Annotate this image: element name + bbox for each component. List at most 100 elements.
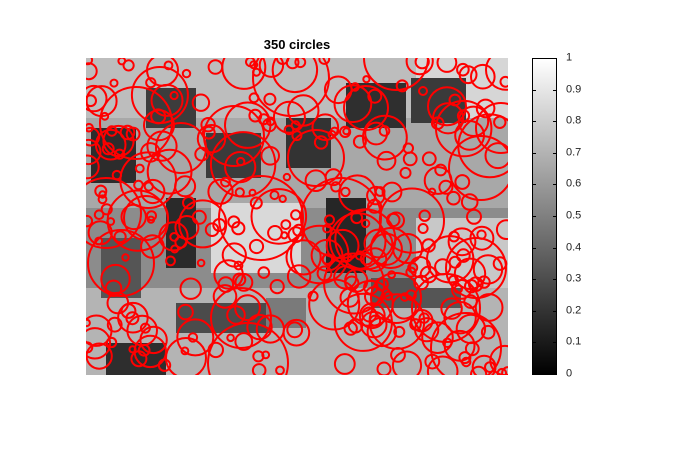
detected-circle — [376, 150, 397, 171]
detected-circle — [260, 146, 280, 166]
detected-circle — [426, 355, 459, 375]
detected-circle — [436, 58, 458, 73]
detected-circle — [421, 151, 437, 167]
detected-circle — [271, 58, 319, 94]
detected-circle — [275, 365, 285, 375]
detected-circle — [413, 274, 430, 291]
detected-circle — [460, 193, 479, 211]
detected-circle — [100, 263, 131, 295]
detected-circle — [378, 187, 445, 254]
detected-circle — [407, 262, 419, 274]
detected-circle — [318, 58, 331, 65]
detected-circle — [263, 92, 277, 106]
detected-circle — [376, 361, 392, 375]
detected-circle — [501, 366, 508, 375]
detected-circle — [324, 214, 335, 226]
detected-circle — [470, 365, 488, 375]
detected-circle — [454, 174, 471, 190]
detected-circle — [165, 337, 207, 375]
detected-circle — [234, 332, 254, 351]
detected-circle — [327, 130, 337, 139]
detected-circle — [209, 131, 277, 198]
detected-circle — [475, 102, 508, 154]
detected-circle — [448, 93, 462, 107]
detected-circle — [139, 322, 151, 334]
detected-circle — [466, 208, 482, 225]
detected-circle — [278, 194, 287, 204]
detected-circle — [393, 325, 406, 338]
detected-circle — [470, 63, 496, 90]
detected-circle — [212, 284, 238, 309]
detected-circle — [469, 225, 495, 251]
colorbar-tick-label: 0.3 — [566, 272, 582, 285]
detected-circle — [179, 277, 202, 300]
detected-circle — [258, 58, 285, 78]
detected-circle — [325, 228, 360, 263]
detected-circle — [387, 270, 397, 280]
detected-circle — [423, 166, 453, 195]
colorbar-tick-mark — [553, 121, 557, 122]
detected-circle — [446, 190, 461, 206]
detected-circle — [248, 108, 263, 123]
detected-circle — [290, 224, 350, 285]
detected-circle — [456, 248, 471, 263]
detected-circle — [86, 327, 112, 360]
detected-circle — [245, 58, 256, 68]
detected-circle — [246, 313, 273, 341]
detected-circle — [86, 126, 101, 147]
detected-circle — [366, 316, 397, 348]
detected-circle — [145, 77, 157, 89]
colorbar-tick-mark — [553, 153, 557, 154]
detected-circle — [405, 58, 434, 76]
detected-circle — [146, 58, 179, 87]
colorbar-tick-label: 0.1 — [566, 335, 582, 348]
detected-circle — [201, 125, 216, 140]
colorbar-tick-label: 0.7 — [566, 146, 582, 159]
colorbar-tick-mark — [532, 248, 536, 249]
detected-circle — [307, 290, 319, 302]
detected-circle — [364, 286, 385, 307]
detected-circle — [421, 238, 436, 253]
detected-circle — [354, 250, 365, 261]
detected-circle — [210, 287, 272, 349]
detected-circle — [447, 227, 477, 257]
detected-circle — [456, 62, 470, 77]
detected-circle — [120, 203, 147, 231]
detected-circle — [106, 217, 116, 226]
colorbar-tick-mark — [553, 248, 557, 249]
detected-circle — [248, 238, 265, 255]
detected-circle — [220, 176, 231, 188]
detected-circle — [122, 59, 135, 72]
colorbar-tick-label: 0.8 — [566, 114, 582, 127]
detected-circle — [358, 302, 386, 330]
detected-circle — [484, 142, 508, 170]
detected-circle — [191, 209, 207, 225]
detected-circle — [180, 346, 190, 356]
detected-circle — [174, 215, 200, 240]
detected-circle — [493, 115, 507, 130]
image-axes — [86, 58, 508, 375]
detected-circle — [294, 58, 307, 69]
detected-circle — [196, 124, 227, 154]
detected-circles-overlay — [86, 58, 508, 375]
detected-circle — [113, 148, 126, 160]
detected-circle — [344, 275, 360, 291]
detected-circle — [350, 211, 364, 225]
detected-circle — [140, 234, 165, 259]
detected-circle — [249, 196, 263, 210]
detected-circle — [418, 86, 428, 96]
detected-circle — [370, 272, 422, 324]
detected-circle — [119, 124, 136, 141]
detected-circle — [227, 215, 241, 229]
detected-circle — [475, 98, 496, 119]
detected-circle — [261, 350, 271, 360]
colorbar-tick-mark — [532, 121, 536, 122]
detected-circle — [395, 79, 409, 93]
detected-circle — [340, 186, 351, 198]
detected-circle — [477, 275, 491, 289]
colorbar — [532, 58, 557, 375]
grayscale-office-image — [86, 58, 508, 375]
detected-circle — [367, 88, 383, 104]
detected-circle — [454, 120, 486, 151]
detected-circle — [250, 188, 308, 245]
